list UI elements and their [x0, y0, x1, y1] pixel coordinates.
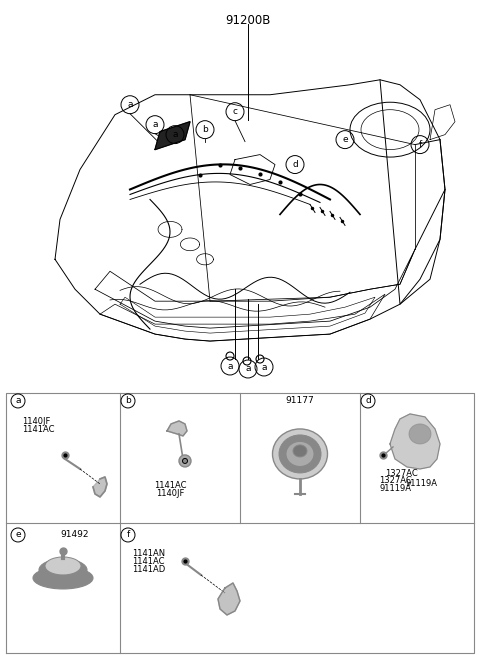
Text: 1141AC: 1141AC [154, 481, 186, 490]
Polygon shape [390, 414, 440, 469]
Text: b: b [202, 125, 208, 134]
Text: 1327AC: 1327AC [379, 476, 411, 485]
Text: c: c [232, 107, 238, 116]
Ellipse shape [286, 442, 314, 466]
Text: a: a [227, 361, 233, 371]
Circle shape [179, 455, 191, 467]
Text: 91492: 91492 [61, 530, 89, 539]
Text: 1140JF: 1140JF [156, 489, 184, 498]
Text: 1141AD: 1141AD [132, 565, 165, 574]
Text: e: e [15, 530, 21, 539]
Ellipse shape [409, 424, 431, 444]
Text: 91119A: 91119A [379, 484, 411, 493]
Text: a: a [245, 365, 251, 373]
Text: f: f [126, 530, 130, 539]
Polygon shape [167, 421, 187, 436]
Ellipse shape [273, 429, 327, 479]
Text: d: d [292, 160, 298, 169]
Circle shape [182, 459, 188, 463]
Text: b: b [125, 396, 131, 405]
Ellipse shape [39, 559, 87, 581]
Polygon shape [218, 583, 240, 615]
Text: a: a [261, 363, 267, 371]
Text: f: f [419, 140, 421, 149]
Text: 1141AN: 1141AN [132, 549, 165, 558]
Polygon shape [93, 477, 107, 497]
Polygon shape [155, 122, 190, 150]
Ellipse shape [45, 557, 81, 575]
Text: a: a [15, 396, 21, 405]
Text: 91200B: 91200B [225, 14, 271, 27]
Text: 1140JF: 1140JF [22, 417, 50, 426]
Text: a: a [152, 120, 158, 129]
Text: 1141AC: 1141AC [22, 425, 55, 434]
Text: 1327AC: 1327AC [385, 469, 418, 478]
Text: e: e [342, 135, 348, 144]
Ellipse shape [279, 435, 321, 473]
Text: 1141AC: 1141AC [132, 557, 165, 566]
Ellipse shape [293, 445, 307, 457]
Text: a: a [172, 130, 178, 139]
Text: d: d [365, 396, 371, 405]
Ellipse shape [33, 567, 93, 589]
Text: 91177: 91177 [286, 396, 314, 405]
Text: 91119A: 91119A [405, 479, 437, 488]
Text: a: a [127, 101, 133, 109]
